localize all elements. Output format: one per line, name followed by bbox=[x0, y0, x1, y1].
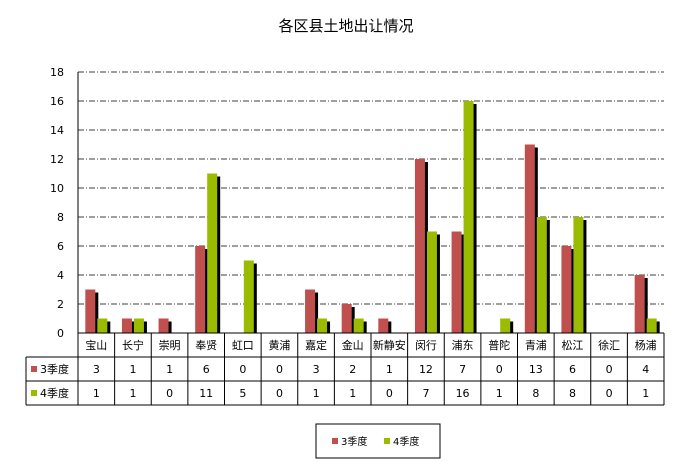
table-value-1-15: 1 bbox=[642, 387, 649, 400]
bar-q3-2 bbox=[158, 318, 169, 333]
bar-q3-3 bbox=[195, 246, 206, 333]
bar-q4-0 bbox=[97, 318, 108, 333]
bar-q4-11 bbox=[500, 318, 511, 333]
x-category-label-12: 青浦 bbox=[525, 339, 547, 352]
bar-q4-15 bbox=[646, 318, 657, 333]
table-value-1-12: 8 bbox=[532, 387, 539, 400]
x-category-label-11: 普陀 bbox=[488, 338, 510, 352]
y-tick-label-4: 8 bbox=[57, 211, 64, 224]
x-category-label-14: 徐汇 bbox=[598, 338, 620, 352]
bar-q3-10 bbox=[451, 231, 462, 333]
y-tick-label-0: 0 bbox=[57, 327, 64, 340]
table-value-1-11: 1 bbox=[496, 387, 503, 400]
x-category-label-10: 浦东 bbox=[452, 339, 474, 352]
y-axis-ticks: 0 2 4 6 8 10 12 14 16 18 bbox=[50, 66, 64, 340]
table-value-0-3: 6 bbox=[203, 363, 210, 376]
y-tick-label-9: 18 bbox=[50, 66, 64, 79]
table-value-0-14: 0 bbox=[606, 363, 613, 376]
bar-q4-4 bbox=[243, 260, 254, 333]
table-value-1-6: 1 bbox=[313, 387, 320, 400]
table-value-0-13: 6 bbox=[569, 363, 576, 376]
table-value-0-7: 2 bbox=[349, 363, 356, 376]
x-category-label-0: 宝山 bbox=[85, 338, 107, 352]
bar-q3-8 bbox=[378, 318, 389, 333]
table-value-0-2: 1 bbox=[166, 363, 173, 376]
table-series-label-1: 4季度 bbox=[40, 386, 69, 400]
bar-q3-12 bbox=[524, 144, 535, 333]
x-category-label-13: 松江 bbox=[561, 338, 583, 352]
y-tick-label-2: 4 bbox=[57, 269, 64, 282]
bar-q3-7 bbox=[341, 304, 352, 333]
x-category-label-3: 奉贤 bbox=[195, 338, 217, 352]
table-value-0-6: 3 bbox=[313, 363, 320, 376]
table-value-1-9: 7 bbox=[422, 387, 429, 400]
table-value-1-3: 11 bbox=[199, 387, 213, 400]
bar-q3-9 bbox=[414, 159, 425, 333]
x-category-label-8: 新静安 bbox=[373, 338, 406, 352]
x-category-label-6: 嘉定 bbox=[305, 338, 327, 352]
table-value-0-5: 0 bbox=[276, 363, 283, 376]
y-tick-label-5: 10 bbox=[50, 182, 64, 195]
table-value-0-9: 12 bbox=[419, 363, 433, 376]
x-category-label-5: 黄浦 bbox=[268, 338, 290, 352]
chart-title: 各区县土地出让情况 bbox=[278, 17, 413, 35]
table-value-0-15: 4 bbox=[642, 363, 649, 376]
bar-q4-10 bbox=[463, 101, 474, 333]
legend-label-1: 4季度 bbox=[393, 435, 419, 448]
table-swatch-1 bbox=[31, 390, 37, 396]
table-value-1-4: 5 bbox=[239, 387, 246, 400]
table-value-1-14: 0 bbox=[606, 387, 613, 400]
x-category-label-9: 闵行 bbox=[415, 338, 437, 352]
bar-q3-6 bbox=[305, 289, 316, 333]
bar-q4-1 bbox=[133, 318, 144, 333]
bar-q4-13 bbox=[573, 217, 584, 333]
table-value-0-12: 13 bbox=[529, 363, 543, 376]
table-value-1-5: 0 bbox=[276, 387, 283, 400]
y-tick-label-6: 12 bbox=[50, 153, 64, 166]
x-category-label-2: 崇明 bbox=[159, 339, 181, 352]
table-value-1-8: 0 bbox=[386, 387, 393, 400]
table-series-label-0: 3季度 bbox=[40, 362, 69, 376]
table-value-1-1: 1 bbox=[129, 387, 136, 400]
table-value-1-2: 0 bbox=[166, 387, 173, 400]
table-value-1-7: 1 bbox=[349, 387, 356, 400]
bar-q4-12 bbox=[536, 217, 547, 333]
x-category-label-4: 虹口 bbox=[232, 339, 254, 352]
bar-q3-13 bbox=[561, 246, 572, 333]
table-value-1-0: 1 bbox=[93, 387, 100, 400]
table-value-0-4: 0 bbox=[239, 363, 246, 376]
x-category-label-15: 杨浦 bbox=[635, 338, 657, 352]
x-category-label-7: 金山 bbox=[342, 338, 364, 352]
bar-q4-3 bbox=[207, 173, 218, 333]
y-tick-label-8: 16 bbox=[50, 95, 64, 108]
legend-swatch-0 bbox=[332, 438, 338, 444]
bar-q4-7 bbox=[353, 318, 364, 333]
table-value-0-1: 1 bbox=[129, 363, 136, 376]
table-value-0-8: 1 bbox=[386, 363, 393, 376]
table-value-0-0: 3 bbox=[93, 363, 100, 376]
legend: 3季度 4季度 bbox=[315, 423, 441, 459]
table-swatch-0 bbox=[31, 366, 37, 372]
bar-q3-15 bbox=[634, 275, 645, 333]
table-value-1-13: 8 bbox=[569, 387, 576, 400]
bar-q4-6 bbox=[317, 318, 328, 333]
bar-q4-9 bbox=[426, 231, 437, 333]
y-tick-label-1: 2 bbox=[57, 298, 64, 311]
y-tick-label-7: 14 bbox=[50, 124, 64, 137]
table-value-0-10: 7 bbox=[459, 363, 466, 376]
table-value-0-11: 0 bbox=[496, 363, 503, 376]
bar-q3-1 bbox=[121, 318, 132, 333]
table-value-1-10: 16 bbox=[456, 387, 470, 400]
legend-label-0: 3季度 bbox=[341, 435, 367, 448]
bar-q3-0 bbox=[85, 289, 96, 333]
x-category-label-1: 长宁 bbox=[122, 338, 144, 352]
bars bbox=[85, 101, 660, 333]
legend-swatch-1 bbox=[384, 438, 390, 444]
y-tick-label-3: 6 bbox=[57, 240, 64, 253]
